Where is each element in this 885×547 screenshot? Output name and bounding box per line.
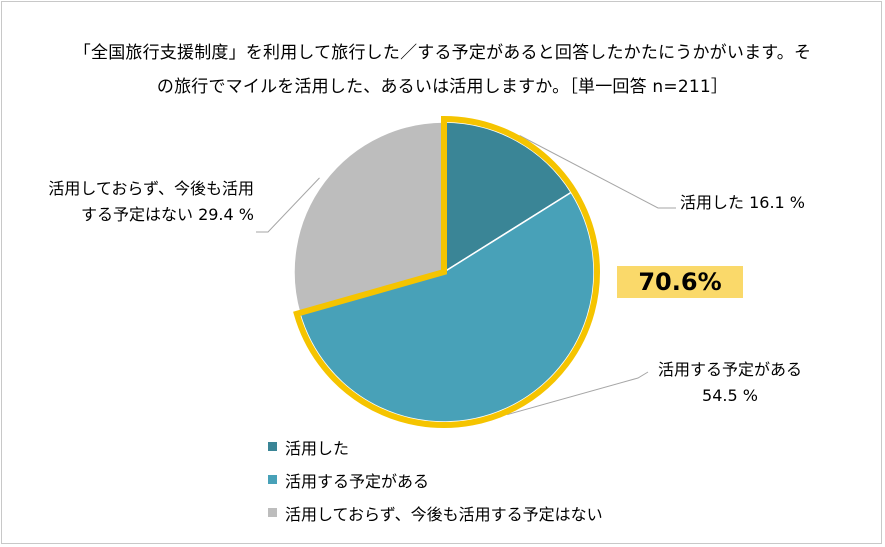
leader-line-no-plan <box>256 177 320 233</box>
legend-swatch-no-plan <box>268 508 277 517</box>
legend-swatch-used <box>268 442 277 451</box>
highlight-outline <box>293 115 600 428</box>
legend-item-plan: 活用する予定がある <box>268 463 603 496</box>
legend-label-used: 活用した <box>285 438 350 458</box>
leader-line-used <box>519 135 676 209</box>
legend-swatch-plan <box>268 475 277 484</box>
highlight-total-badge: 70.6% <box>617 266 743 298</box>
label-no-plan: 活用しておらず、今後も活用 する予定はない 29.4 % <box>42 176 254 228</box>
legend-label-plan: 活用する予定がある <box>285 471 430 491</box>
pie-slice-plan <box>298 191 595 423</box>
label-plan-line-2: 54.5 % <box>702 386 758 405</box>
title-line-1: 「全国旅行支援制度」を利用して旅行した／する予定があると回答したかたにうかがいま… <box>73 43 812 63</box>
label-no-plan-line-1: 活用しておらず、今後も活用 <box>48 179 254 198</box>
pie-slice-used <box>443 121 573 274</box>
legend-item-used: 活用した <box>268 430 603 463</box>
label-plan: 活用する予定がある 54.5 % <box>650 357 810 409</box>
leader-line-plan <box>507 371 649 416</box>
label-no-plan-line-2: する予定はない 29.4 % <box>80 205 254 224</box>
legend-item-no-plan: 活用しておらず、今後も活用する予定はない <box>268 496 603 529</box>
label-used-line: 活用した 16.1 % <box>680 193 806 212</box>
label-plan-line-1: 活用する予定がある <box>657 360 802 379</box>
chart-title: 「全国旅行支援制度」を利用して旅行した／する予定があると回答したかたにうかがいま… <box>0 36 885 104</box>
pie-slice-no-plan <box>293 121 445 314</box>
label-used: 活用した 16.1 % <box>680 190 805 216</box>
legend: 活用した 活用する予定がある 活用しておらず、今後も活用する予定はない <box>268 430 603 529</box>
title-line-2: の旅行でマイルを活用した、あるいは活用しますか。［単一回答 n=211］ <box>156 77 729 97</box>
legend-label-no-plan: 活用しておらず、今後も活用する予定はない <box>285 504 603 524</box>
